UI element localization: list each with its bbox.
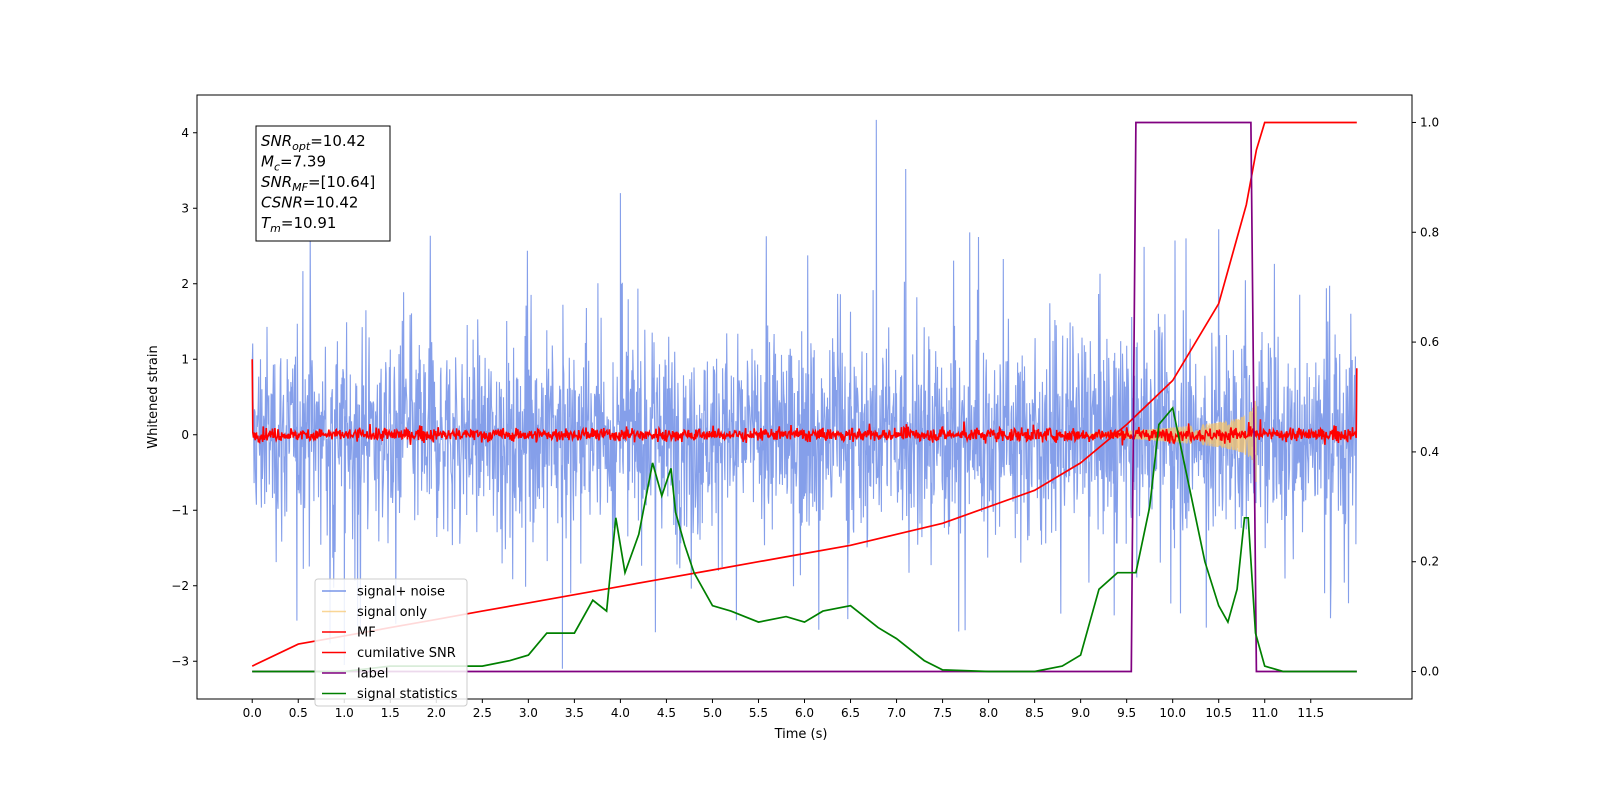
x-tick-label: 1.5 xyxy=(381,706,400,720)
x-tick-label: 6.5 xyxy=(841,706,860,720)
annotation-line: SNRopt=10.42 xyxy=(261,132,366,153)
series-signal-statistics xyxy=(252,406,1357,673)
series-line xyxy=(251,359,1358,446)
legend-label: cumilative SNR xyxy=(357,646,456,661)
x-tick-label: 9.5 xyxy=(1117,706,1136,720)
annotation-box: SNRopt=10.42Mc=7.39SNRMF=[10.64]CSNR=10.… xyxy=(255,125,391,242)
x-axis: 0.0 0.5 1.0 1.5 2.0 2.5 3.0 3.5 4.0 4.5 5.0 5.5 6.0 6… xyxy=(243,699,1324,720)
x-tick-label: 11.5 xyxy=(1297,706,1324,720)
y-right-tick-label: 1.0 xyxy=(1420,115,1439,129)
x-tick-label: 4.0 xyxy=(611,706,630,720)
series-mf xyxy=(251,359,1358,446)
x-tick-label: 7.0 xyxy=(887,706,906,720)
y-left-tick-label: 0 xyxy=(181,428,189,442)
y-left-tick-label: −1 xyxy=(171,503,189,517)
x-tick-label: 2.5 xyxy=(473,706,492,720)
y-axis-left: −3 −2 −1 0 1 2 3 4 xyxy=(171,126,197,668)
series-line xyxy=(252,406,1357,673)
y-right-tick-label: 0.2 xyxy=(1420,555,1439,569)
x-tick-label: 2.0 xyxy=(427,706,446,720)
y-left-tick-label: 2 xyxy=(181,277,189,291)
annotation-line: Mc=7.39 xyxy=(261,153,326,174)
x-tick-label: 9.0 xyxy=(1071,706,1090,720)
series-line xyxy=(251,119,1358,669)
x-axis-label: Time (s) xyxy=(774,727,828,742)
x-tick-label: 10.5 xyxy=(1205,706,1232,720)
x-tick-label: 8.5 xyxy=(1025,706,1044,720)
legend-label: MF xyxy=(357,626,376,641)
y-left-tick-label: −3 xyxy=(171,654,189,668)
y-right-tick-label: 0.0 xyxy=(1420,665,1439,679)
x-tick-label: 5.5 xyxy=(749,706,768,720)
annotation-frame xyxy=(255,125,391,242)
legend-label: label xyxy=(357,667,388,682)
y-right-tick-label: 0.6 xyxy=(1420,335,1439,349)
x-tick-label: 0.5 xyxy=(289,706,308,720)
x-tick-label: 4.5 xyxy=(657,706,676,720)
annotation-line: SNRMF=[10.64] xyxy=(261,173,375,194)
y-right-tick-label: 0.8 xyxy=(1420,225,1439,239)
y-axis-label: Whitened strain xyxy=(146,345,161,448)
y-left-tick-label: 3 xyxy=(181,201,189,215)
x-tick-label: 3.0 xyxy=(519,706,538,720)
x-tick-label: 5.0 xyxy=(703,706,722,720)
x-tick-label: 8.0 xyxy=(979,706,998,720)
series-signal-noise xyxy=(251,119,1358,669)
annotation-line: CSNR=10.42 xyxy=(261,194,358,212)
y-right-tick-label: 0.4 xyxy=(1420,445,1439,459)
x-tick-label: 11.0 xyxy=(1251,706,1278,720)
legend-label: signal statistics xyxy=(357,687,458,702)
y-left-tick-label: 1 xyxy=(181,352,189,366)
y-left-tick-label: 4 xyxy=(181,126,189,140)
y-axis-right: 0.0 0.2 0.4 0.6 0.8 1.0 xyxy=(1412,115,1439,679)
x-tick-label: 1.0 xyxy=(335,706,354,720)
x-tick-label: 0.0 xyxy=(243,706,262,720)
legend-label: signal+ noise xyxy=(357,585,445,600)
legend-label: signal only xyxy=(357,605,427,620)
annotation-line: Tm=10.91 xyxy=(261,214,336,235)
x-tick-label: 7.5 xyxy=(933,706,952,720)
y-left-tick-label: −2 xyxy=(171,579,189,593)
legend-frame xyxy=(314,578,468,707)
x-tick-label: 3.5 xyxy=(565,706,584,720)
x-tick-label: 10.0 xyxy=(1159,706,1186,720)
legend: signal+ noise signal only MF cumilative SNR… xyxy=(314,578,468,707)
x-tick-label: 6.0 xyxy=(795,706,814,720)
